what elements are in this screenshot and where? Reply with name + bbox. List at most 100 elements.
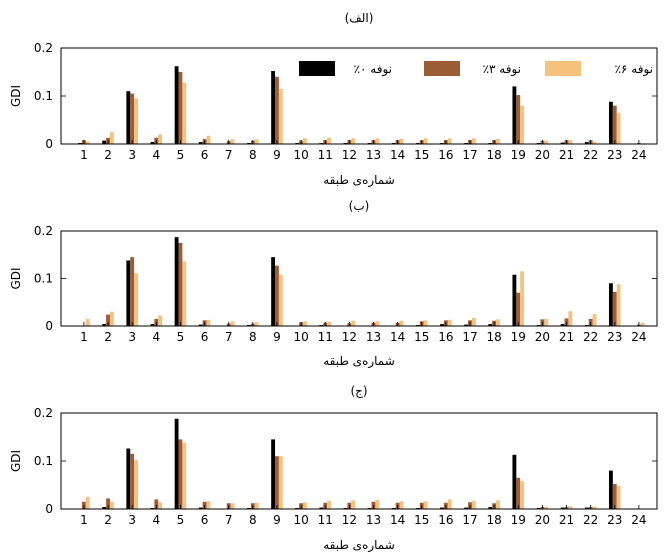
- x-tick-label: 7: [225, 330, 233, 344]
- bar-s1-19: [512, 454, 517, 509]
- x-tick-label: 5: [177, 513, 185, 527]
- x-tick-label: 8: [249, 513, 257, 527]
- bar-s3-8: [254, 322, 259, 326]
- bar-s3-23: [616, 485, 621, 509]
- bar-s3-7: [230, 503, 235, 509]
- bar-s2-9: [275, 265, 279, 326]
- bar-s3-12: [351, 138, 356, 144]
- x-tick-label: 18: [486, 513, 501, 527]
- x-tick-label: 1: [80, 330, 88, 344]
- x-tick-label: 7: [225, 148, 233, 162]
- bar-s1-3: [126, 91, 131, 144]
- bar-s1-5: [174, 237, 179, 326]
- bar-s1-4: [150, 142, 155, 144]
- bar-s2-2: [106, 498, 110, 509]
- x-tick-label: 24: [631, 513, 646, 527]
- x-tick-label: 17: [462, 148, 477, 162]
- bar-s3-24: [640, 322, 645, 326]
- legend-label-2: ٪۳ نوفه: [483, 62, 521, 77]
- bar-s3-23: [616, 112, 621, 144]
- x-tick-label: 20: [535, 148, 550, 162]
- x-tick-label: 22: [583, 148, 598, 162]
- bar-s3-17: [471, 317, 476, 326]
- x-tick-label: 21: [559, 330, 574, 344]
- y-tick-label: 0.1: [34, 454, 53, 468]
- bar-s3-1: [85, 497, 90, 509]
- legend-label-1: ٪۰ نوفه: [354, 62, 392, 77]
- y-tick-label: 0.2: [34, 406, 53, 420]
- bar-s1-19: [512, 86, 517, 144]
- bar-s3-8: [254, 139, 259, 144]
- x-tick-label: 6: [201, 330, 209, 344]
- bar-s3-14: [399, 501, 404, 509]
- bar-s3-3: [134, 273, 138, 326]
- x-tick-label: 4: [152, 513, 160, 527]
- x-tick-label: 2: [104, 148, 112, 162]
- bar-s2-9: [275, 456, 279, 509]
- bar-s3-21: [568, 311, 573, 326]
- bar-s3-21: [568, 506, 573, 509]
- bar-s1-6: [198, 507, 203, 509]
- x-tick-label: 18: [486, 148, 501, 162]
- x-tick-label: 10: [293, 513, 308, 527]
- bar-s2-19: [516, 477, 521, 509]
- bar-s3-16: [447, 138, 452, 144]
- x-tick-label: 1: [80, 513, 88, 527]
- bar-s3-9: [278, 456, 283, 509]
- x-tick-label: 12: [342, 148, 357, 162]
- x-tick-label: 12: [342, 513, 357, 527]
- bar-s3-18: [496, 319, 500, 326]
- bar-s1-5: [174, 418, 179, 509]
- bar-s2-5: [178, 439, 183, 509]
- bar-s3-6: [206, 501, 211, 509]
- bar-s3-11: [327, 500, 332, 509]
- x-tick-label: 1: [80, 148, 88, 162]
- x-tick-label: 24: [631, 148, 646, 162]
- x-axis-label: شماره‌ی طبقه: [323, 173, 395, 188]
- bar-s3-22: [592, 314, 597, 327]
- legend-swatch-3: [545, 61, 581, 76]
- plot-frame: [60, 47, 658, 145]
- bar-s1-9: [271, 71, 276, 144]
- bar-s1-21: [560, 507, 565, 509]
- y-tick-label: 0: [45, 319, 53, 333]
- x-tick-label: 3: [128, 513, 136, 527]
- x-tick-label: 21: [559, 148, 574, 162]
- bar-s2-23: [612, 291, 617, 326]
- bar-s3-12: [351, 320, 356, 326]
- bar-s2-3: [130, 453, 135, 509]
- y-tick-label: 0.2: [34, 224, 53, 238]
- bar-s2-2: [106, 314, 110, 326]
- bar-s3-22: [592, 506, 597, 509]
- bar-s3-19: [520, 105, 525, 144]
- bar-s3-16: [447, 319, 452, 326]
- bar-s1-17: [464, 324, 469, 326]
- bar-s2-19: [516, 95, 521, 144]
- bar-s1-22: [584, 142, 589, 144]
- x-tick-label: 17: [462, 330, 477, 344]
- y-axis-label: GDI: [9, 450, 23, 472]
- bar-s2-5: [178, 242, 183, 327]
- x-tick-label: 14: [390, 148, 405, 162]
- bar-s3-15: [423, 501, 428, 509]
- bar-s3-14: [399, 320, 404, 326]
- bar-s3-20: [544, 140, 549, 144]
- x-tick-label: 11: [318, 148, 333, 162]
- x-tick-label: 5: [177, 330, 185, 344]
- x-tick-label: 11: [318, 330, 333, 344]
- x-tick-label: 18: [486, 330, 501, 344]
- x-tick-label: 19: [511, 330, 526, 344]
- y-tick-label: 0.2: [34, 41, 53, 55]
- bar-s2-3: [130, 257, 135, 327]
- x-tick-label: 23: [607, 148, 622, 162]
- bar-s3-5: [182, 442, 187, 509]
- x-tick-label: 12: [342, 330, 357, 344]
- y-tick-label: 0: [45, 137, 53, 151]
- x-tick-label: 10: [293, 148, 308, 162]
- bar-s3-16: [447, 499, 452, 509]
- bar-s1-9: [271, 257, 276, 327]
- bar-s3-17: [471, 138, 476, 144]
- legend-label-3: ٪۶ نوفه: [615, 62, 653, 77]
